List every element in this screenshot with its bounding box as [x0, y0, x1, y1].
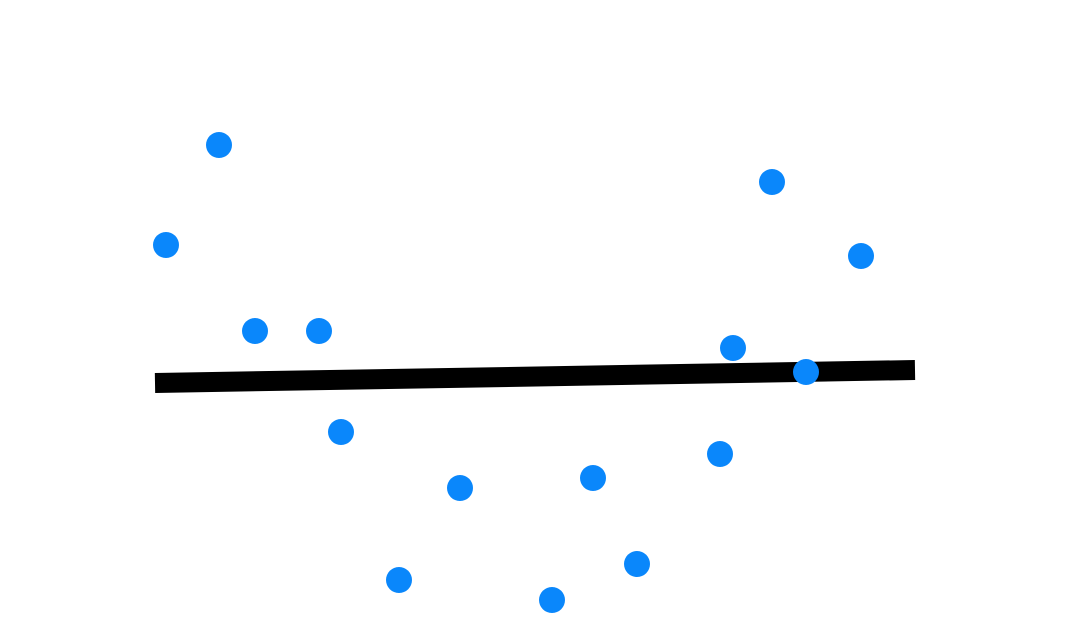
- scatter-point: [539, 587, 565, 613]
- scatter-point: [759, 169, 785, 195]
- scatter-point: [624, 551, 650, 577]
- scatter-point: [328, 419, 354, 445]
- scatter-point: [707, 441, 733, 467]
- scatter-point: [206, 132, 232, 158]
- scatter-point: [153, 232, 179, 258]
- scatter-point: [306, 318, 332, 344]
- fit-line: [154, 360, 916, 393]
- scatter-point: [793, 359, 819, 385]
- scatter-point: [242, 318, 268, 344]
- scatter-point: [720, 335, 746, 361]
- scatter-point: [580, 465, 606, 491]
- scatter-point: [447, 475, 473, 501]
- scatter-point: [386, 567, 412, 593]
- scatter-point: [848, 243, 874, 269]
